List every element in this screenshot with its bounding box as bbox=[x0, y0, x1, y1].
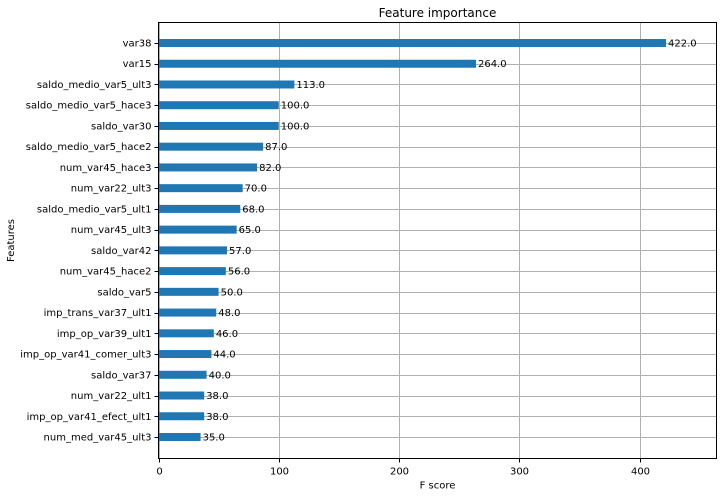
bar-value-label: 57.0 bbox=[229, 246, 251, 257]
y-tick-label: saldo_medio_var5_hace2 bbox=[26, 142, 152, 153]
y-tick-label: saldo_var37 bbox=[91, 370, 151, 381]
bar-value-label: 113.0 bbox=[296, 80, 325, 91]
bar bbox=[158, 308, 217, 317]
bar bbox=[158, 287, 219, 296]
bar bbox=[158, 391, 205, 400]
bar bbox=[158, 39, 666, 47]
bar bbox=[158, 101, 279, 110]
bar-value-label: 65.0 bbox=[239, 225, 261, 236]
x-tick-label: 0 bbox=[156, 467, 162, 478]
bar-value-label: 38.0 bbox=[206, 412, 228, 423]
y-tick-label: num_var22_ult1 bbox=[71, 391, 152, 402]
bar bbox=[158, 433, 201, 441]
y-tick-label: imp_trans_var37_ult1 bbox=[44, 308, 152, 319]
bar bbox=[158, 121, 279, 130]
y-tick-label: saldo_var30 bbox=[91, 121, 151, 132]
y-tick-label: imp_op_var39_ult1 bbox=[57, 329, 152, 340]
bar-value-label: 38.0 bbox=[206, 391, 228, 402]
y-tick-label: num_var45_ult3 bbox=[71, 225, 152, 236]
bar bbox=[158, 184, 243, 193]
bar bbox=[158, 225, 237, 234]
bar-value-label: 422.0 bbox=[668, 39, 697, 50]
x-tick-label: 100 bbox=[270, 467, 289, 478]
bar bbox=[158, 142, 264, 151]
bar bbox=[158, 267, 226, 276]
y-tick-label: var38 bbox=[123, 39, 152, 50]
bar-value-label: 35.0 bbox=[203, 433, 225, 444]
bar-value-label: 46.0 bbox=[216, 329, 238, 340]
bar-value-label: 56.0 bbox=[228, 267, 250, 278]
y-tick-label: saldo_var5 bbox=[97, 287, 151, 298]
bar-value-label: 264.0 bbox=[478, 59, 507, 70]
bar-value-label: 40.0 bbox=[209, 370, 231, 381]
bars bbox=[158, 39, 666, 441]
x-tick-label: 300 bbox=[510, 467, 529, 478]
chart-title: Feature importance bbox=[379, 6, 497, 20]
bar bbox=[158, 329, 214, 338]
y-tick-label: saldo_medio_var5_ult3 bbox=[37, 80, 152, 91]
y-tick-label: imp_op_var41_efect_ult1 bbox=[27, 412, 152, 423]
y-tick-label: saldo_medio_var5_ult1 bbox=[37, 204, 152, 215]
bar-value-label: 87.0 bbox=[265, 142, 287, 153]
labels: 0 100 200 300 400 var38 422.0 var15 264.0 saldo_m… bbox=[20, 39, 696, 478]
y-axis-label: Features bbox=[6, 219, 17, 262]
y-tick-label: saldo_medio_var5_hace3 bbox=[26, 101, 152, 112]
bar-value-label: 100.0 bbox=[281, 121, 310, 132]
x-axis-label: F score bbox=[420, 481, 456, 492]
bar bbox=[158, 59, 476, 68]
bar bbox=[158, 163, 258, 172]
x-tick-label: 400 bbox=[631, 467, 650, 478]
plot-frame bbox=[158, 22, 717, 459]
bar-value-label: 68.0 bbox=[242, 204, 264, 215]
bar-value-label: 70.0 bbox=[245, 184, 267, 195]
bar bbox=[158, 370, 207, 379]
bar bbox=[158, 204, 241, 213]
bar-value-label: 50.0 bbox=[221, 287, 243, 298]
bar-value-label: 82.0 bbox=[259, 163, 281, 174]
bar-value-label: 48.0 bbox=[218, 308, 240, 319]
y-tick-label: var15 bbox=[123, 59, 152, 70]
bar bbox=[158, 80, 295, 89]
y-tick-label: num_var22_ult3 bbox=[71, 184, 152, 195]
y-tick-label: imp_op_var41_comer_ult3 bbox=[20, 350, 151, 361]
bar bbox=[158, 350, 212, 359]
y-tick-label: saldo_var42 bbox=[91, 246, 151, 257]
y-tick-label: num_var45_hace3 bbox=[60, 163, 152, 174]
bar-value-label: 44.0 bbox=[213, 350, 235, 361]
y-tick-label: num_med_var45_ult3 bbox=[44, 433, 152, 444]
ticks bbox=[154, 43, 641, 463]
bar-value-label: 100.0 bbox=[281, 101, 310, 112]
x-tick-label: 200 bbox=[390, 467, 409, 478]
y-tick-label: num_var45_hace2 bbox=[60, 267, 152, 278]
bar bbox=[158, 412, 205, 421]
bar bbox=[158, 246, 228, 255]
